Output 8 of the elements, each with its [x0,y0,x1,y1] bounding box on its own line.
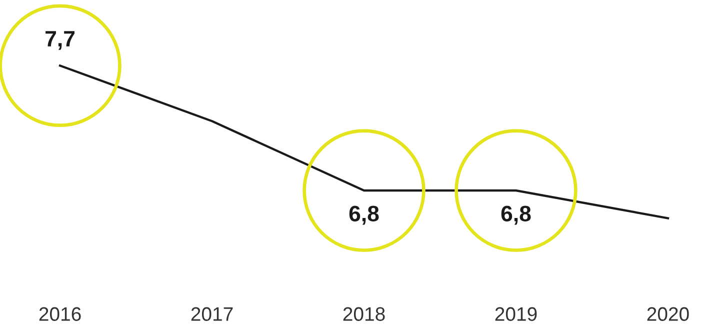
x-tick-label: 2020 [647,307,689,321]
x-tick-label: 2019 [495,307,537,321]
data-label: 6,8 [501,206,531,225]
data-label: 6,8 [349,206,379,225]
x-tick-label: 2017 [191,307,233,321]
x-tick-label: 2018 [343,307,385,321]
x-tick-label: 2016 [39,307,81,321]
data-label: 7,7 [46,31,75,50]
